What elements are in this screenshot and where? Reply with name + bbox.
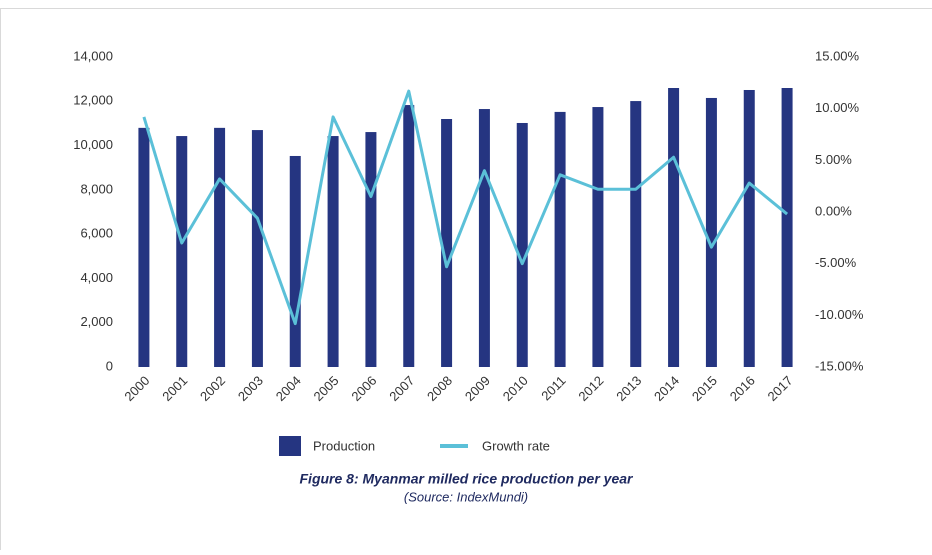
- y-tick-label: 4,000: [80, 270, 113, 285]
- y-tick-label: 8,000: [80, 181, 113, 196]
- y-tick-label: 14,000: [73, 48, 113, 63]
- bar: [138, 128, 149, 367]
- x-tick-label: 2007: [386, 373, 417, 404]
- bar: [668, 88, 679, 367]
- y2-tick-label: 0.00%: [815, 203, 852, 218]
- y2-tick-label: 15.00%: [815, 48, 860, 63]
- x-tick-label: 2006: [348, 373, 379, 404]
- x-tick-label: 2000: [121, 373, 152, 404]
- bar: [517, 123, 528, 367]
- bar: [479, 109, 490, 367]
- bar: [403, 105, 414, 367]
- bar: [252, 130, 263, 367]
- x-tick-label: 2011: [538, 373, 568, 403]
- legend-label: Growth rate: [482, 438, 550, 453]
- bar: [592, 107, 603, 367]
- y-tick-label: 12,000: [73, 93, 113, 108]
- bar: [744, 90, 755, 367]
- x-tick-label: 2002: [197, 373, 228, 404]
- x-tick-label: 2013: [613, 373, 644, 404]
- x-tick-label: 2016: [727, 373, 758, 404]
- y-tick-label: 2,000: [80, 314, 113, 329]
- x-tick-label: 2014: [651, 373, 682, 404]
- bar: [555, 112, 566, 367]
- y-tick-label: 0: [106, 358, 113, 373]
- bar: [365, 132, 376, 367]
- bar: [630, 101, 641, 367]
- legend-swatch: [279, 436, 301, 456]
- x-tick-label: 2008: [424, 373, 455, 404]
- bar: [706, 98, 717, 367]
- bar: [782, 88, 793, 367]
- bar: [290, 156, 301, 367]
- y2-tick-label: -10.00%: [815, 307, 864, 322]
- chart-title: Figure 8: Myanmar milled rice production…: [300, 471, 635, 487]
- x-tick-label: 2003: [235, 373, 266, 404]
- x-tick-label: 2017: [765, 373, 796, 404]
- y2-tick-label: -5.00%: [815, 255, 857, 270]
- y-tick-label: 6,000: [80, 226, 113, 241]
- line: [144, 91, 787, 324]
- x-tick-label: 2005: [311, 373, 342, 404]
- bar: [214, 128, 225, 367]
- y-tick-label: 10,000: [73, 137, 113, 152]
- x-tick-label: 2015: [689, 373, 720, 404]
- legend-label: Production: [313, 438, 375, 453]
- y2-tick-label: 10.00%: [815, 100, 860, 115]
- bar: [328, 136, 339, 367]
- chart-subtitle: (Source: IndexMundi): [404, 489, 528, 504]
- bar: [176, 136, 187, 367]
- x-tick-label: 2010: [500, 373, 531, 404]
- x-tick-label: 2001: [159, 373, 190, 404]
- x-tick-label: 2009: [462, 373, 493, 404]
- y2-tick-label: 5.00%: [815, 152, 852, 167]
- x-tick-label: 2012: [575, 373, 606, 404]
- x-tick-label: 2004: [273, 373, 304, 404]
- y2-tick-label: -15.00%: [815, 358, 864, 373]
